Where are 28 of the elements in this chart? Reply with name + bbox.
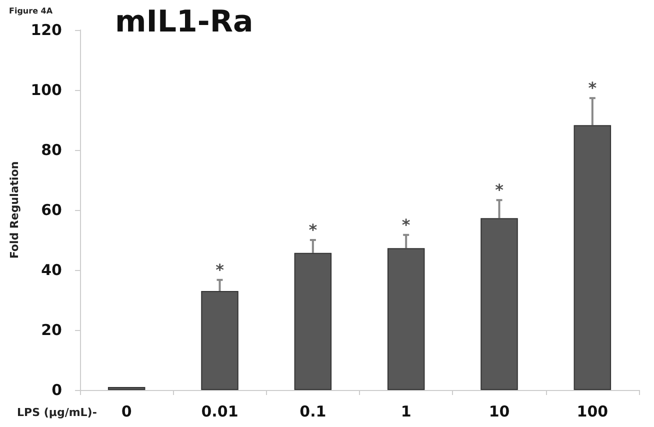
y-tick-label: 100 xyxy=(30,81,62,99)
x-tick-label: 0.1 xyxy=(300,402,326,420)
bar xyxy=(480,218,518,390)
chart-title: mIL1-Ra xyxy=(115,4,254,40)
y-tick-label: 60 xyxy=(41,201,62,219)
y-axis-title: Fold Regulation xyxy=(8,161,21,259)
bar xyxy=(294,252,332,390)
x-tick-label: 10 xyxy=(488,402,510,420)
y-tick-label: 40 xyxy=(41,261,62,279)
x-tick-label: 0.01 xyxy=(201,402,238,420)
x-axis-title: LPS (µg/mL)- xyxy=(17,406,97,419)
bar xyxy=(387,248,425,390)
caption: Figure 4A xyxy=(9,6,54,16)
annotation: * xyxy=(308,220,318,240)
bar xyxy=(574,125,612,390)
x-tick-label: 0 xyxy=(121,402,132,420)
annotation: * xyxy=(495,180,504,200)
y-tick-label: 20 xyxy=(41,321,62,339)
bar xyxy=(201,291,238,390)
y-tick-label: 80 xyxy=(41,141,62,159)
y-tick-label: 0 xyxy=(52,381,62,399)
annotation: * xyxy=(216,260,225,280)
annotation: * xyxy=(402,215,411,234)
bar xyxy=(108,387,146,390)
x-tick-label: 100 xyxy=(576,402,608,420)
x-tick-label: 1 xyxy=(400,402,412,420)
annotation: * xyxy=(588,78,598,98)
y-tick-label: 120 xyxy=(30,21,62,39)
